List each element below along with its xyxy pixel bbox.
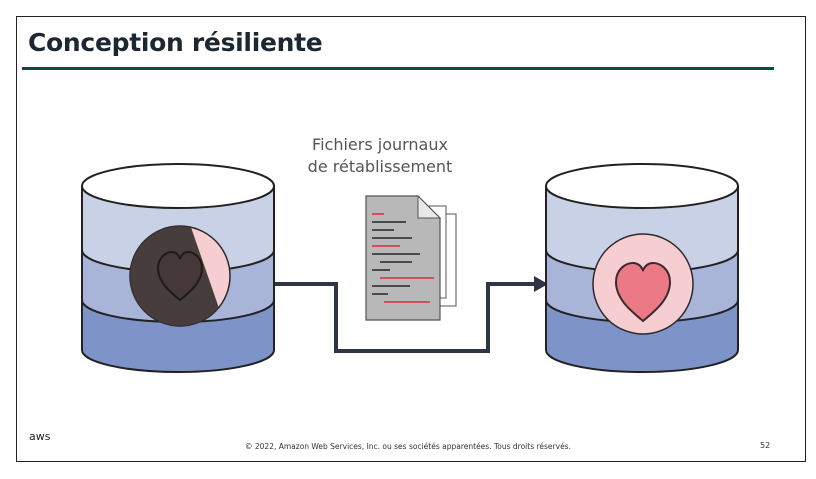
redo-logs-label: Fichiers journaux de rétablissement — [290, 134, 470, 178]
log-lines — [372, 213, 434, 303]
document-stack-icon — [365, 194, 457, 321]
copyright-footer: © 2022, Amazon Web Services, Inc. ou ses… — [245, 442, 571, 451]
db-top-cap — [545, 163, 739, 209]
failed-heart-outline — [156, 250, 204, 302]
healthy-indicator — [592, 233, 694, 335]
redo-logs-label-line2: de rétablissement — [307, 157, 453, 176]
redo-logs-label-line1: Fichiers journaux — [312, 135, 448, 154]
failure-overlay — [130, 226, 230, 326]
document-front-page — [365, 195, 441, 321]
aws-logo: aws — [29, 430, 51, 443]
connector-arrowhead — [534, 276, 548, 292]
failed-health-indicator — [129, 225, 231, 327]
heart-icon — [614, 261, 672, 323]
title-rule — [22, 67, 774, 70]
slide-title: Conception résiliente — [28, 28, 323, 57]
page-number: 52 — [760, 441, 771, 450]
db-top-cap — [81, 163, 275, 209]
replication-connector — [274, 282, 536, 353]
page-fold — [417, 194, 442, 219]
